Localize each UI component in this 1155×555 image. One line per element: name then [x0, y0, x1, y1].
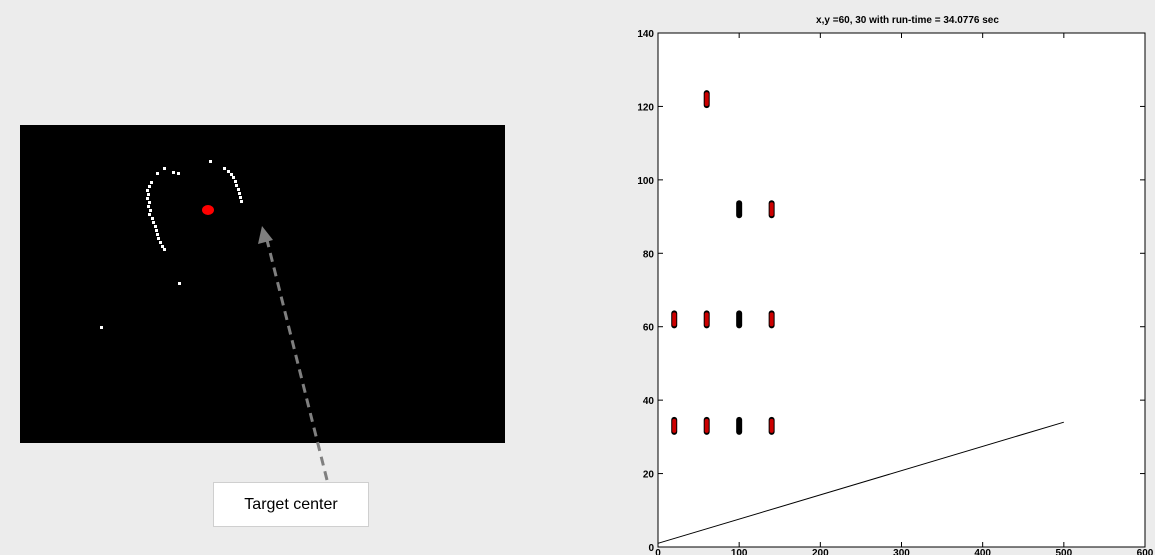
trend-line: [657, 421, 1064, 544]
x-tick-label: 400: [974, 548, 991, 555]
x-tick-label: 300: [893, 548, 910, 555]
edge-pixel: [147, 205, 150, 208]
edge-pixel: [149, 209, 152, 212]
edge-pixel: [237, 188, 240, 191]
edge-pixel: [209, 160, 212, 163]
edge-pixel: [157, 237, 160, 240]
edge-pixel: [148, 185, 151, 188]
edge-pixel: [163, 167, 166, 170]
data-point-fill: [672, 418, 677, 433]
edge-pixel: [230, 173, 233, 176]
data-point: [736, 416, 743, 435]
edge-pixel: [223, 167, 226, 170]
data-point-fill: [704, 92, 709, 107]
edge-pixel: [146, 189, 149, 192]
y-tick-label: 100: [637, 176, 654, 187]
data-point: [736, 200, 743, 219]
y-tick-label: 140: [637, 29, 654, 40]
edge-pixel: [163, 248, 166, 251]
plot-area: [657, 32, 1146, 548]
y-tick-label: 40: [643, 396, 655, 407]
scatter-chart: 0 100 200 300 400 500 600 0 20 40 60 80 100 120 140: [637, 29, 1154, 555]
data-point: [736, 310, 743, 329]
data-point-fill: [769, 202, 774, 217]
edge-pixel: [100, 326, 103, 329]
x-tick-label: 600: [1137, 548, 1154, 555]
edge-pixel: [178, 282, 181, 285]
edge-pixel: [154, 225, 157, 228]
trend-line-segment: [657, 421, 1064, 544]
callout-label: Target center: [244, 495, 338, 513]
x-axis: 0 100 200 300 400 500 600: [655, 33, 1154, 555]
y-tick-label: 0: [648, 543, 654, 554]
edge-pixel: [227, 170, 230, 173]
edge-pixel: [239, 196, 242, 199]
edge-pixel: [148, 213, 151, 216]
edge-pixel: [240, 200, 243, 203]
edge-pixel: [147, 193, 150, 196]
x-tick-label: 100: [731, 548, 748, 555]
edge-pixel: [238, 192, 241, 195]
edge-pixel: [152, 221, 155, 224]
edge-pixel: [156, 233, 159, 236]
x-tick-label: 500: [1055, 548, 1072, 555]
data-point-fill: [704, 418, 709, 433]
x-tick-label: 200: [812, 548, 829, 555]
edge-pixel: [150, 181, 153, 184]
edge-pixel: [148, 201, 151, 204]
edge-pixel: [235, 184, 238, 187]
edge-pixel: [159, 241, 162, 244]
edge-pixel: [234, 180, 237, 183]
callout-label-box: Target center: [213, 482, 369, 527]
data-point-fill: [672, 312, 677, 327]
data-point-fill: [704, 312, 709, 327]
y-tick-label: 80: [643, 249, 655, 260]
binary-image-panel: [20, 125, 505, 443]
y-tick-label: 20: [643, 470, 655, 481]
edge-pixel: [232, 176, 235, 179]
edge-pixel: [146, 197, 149, 200]
y-axis: 0 20 40 60 80 100 120 140: [637, 29, 1145, 554]
data-point-fill: [769, 312, 774, 327]
x-tick-label: 0: [655, 548, 661, 555]
edge-pixel: [161, 245, 164, 248]
edge-pixel: [172, 171, 175, 174]
target-center-marker: [202, 205, 214, 215]
data-points: [671, 90, 775, 435]
image-background: [20, 125, 505, 443]
edge-pixel: [155, 229, 158, 232]
y-tick-label: 60: [643, 323, 655, 334]
data-point-fill: [769, 418, 774, 433]
chart-title: x,y =60, 30 with run-time = 34.0776 sec: [816, 15, 999, 26]
edge-pixel: [177, 172, 180, 175]
y-tick-label: 120: [637, 102, 654, 113]
edge-pixel: [151, 217, 154, 220]
edge-pixel: [156, 172, 159, 175]
edge-pixels: [100, 160, 243, 329]
